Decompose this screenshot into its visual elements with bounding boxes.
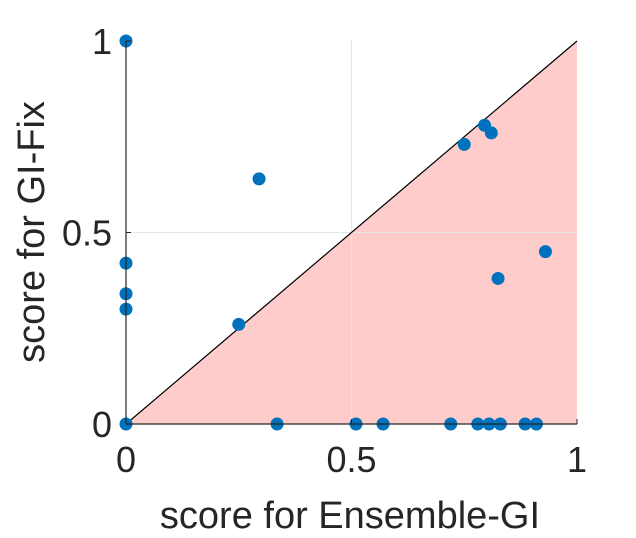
data-point [457,137,471,151]
data-point [538,245,552,259]
data-point [252,172,266,186]
y-tick-label: 0.5 [62,213,112,254]
data-point [232,317,246,331]
plot-area [125,40,578,425]
data-point [484,126,498,140]
x-tick-label: 0 [116,439,136,480]
data-point [491,271,505,285]
y-tick-label: 0 [92,404,112,445]
y-tick-label: 1 [92,21,112,62]
y-axis-label: score for GI-Fix [11,101,53,363]
x-tick-label: 0.5 [326,439,376,480]
axes: 0 0.5 1 0 0.5 1 [62,21,587,480]
diagonal-line [125,40,578,425]
x-tick-label: 1 [567,439,587,480]
x-axis-label: score for Ensemble-GI [160,495,540,537]
